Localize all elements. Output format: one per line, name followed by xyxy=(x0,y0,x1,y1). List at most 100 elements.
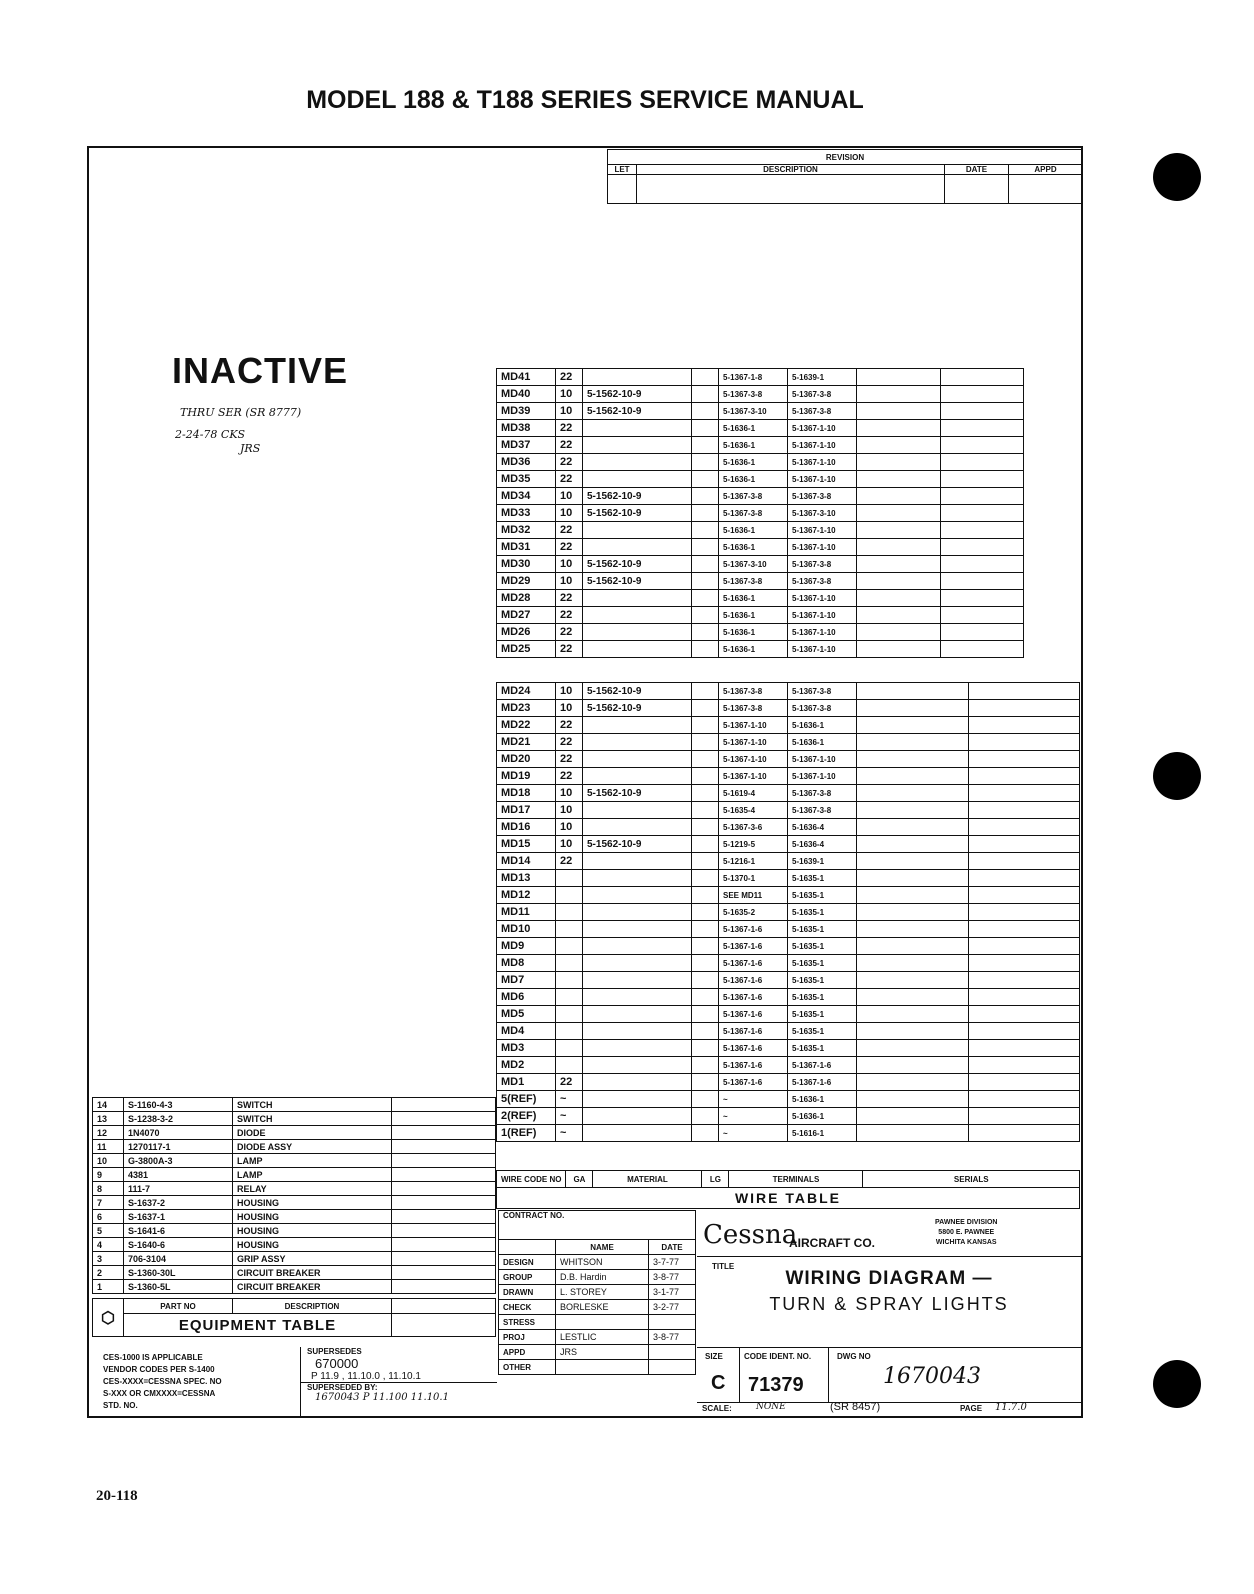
material: 5-1562-10-9 xyxy=(582,555,692,573)
header-wire-code: WIRE CODE NO xyxy=(495,1170,567,1188)
description: LAMP xyxy=(232,1167,392,1182)
blank-cell xyxy=(391,1237,496,1252)
serial-cell xyxy=(856,470,941,488)
gauge: 10 xyxy=(555,818,583,836)
part-number: S-1640-6 xyxy=(123,1237,233,1252)
wire-row: MD8 5-1367-1-6 5-1635-1 xyxy=(496,954,1080,972)
material xyxy=(582,971,692,989)
length xyxy=(691,937,719,955)
item-number: 3 xyxy=(92,1251,124,1266)
gauge: 10 xyxy=(555,504,583,522)
terminal-a: 5-1636-1 xyxy=(718,640,788,658)
drawing-number-block: SIZE C CODE IDENT. NO. 71379 DWG NO 1670… xyxy=(697,1347,1081,1403)
serial-cell xyxy=(967,988,1080,1006)
serial-cell xyxy=(856,589,941,607)
description: HOUSING xyxy=(232,1209,392,1224)
serial-cell xyxy=(856,1090,969,1108)
item-number: 5 xyxy=(92,1223,124,1238)
wire-code: MD19 xyxy=(496,767,556,785)
wire-code: MD16 xyxy=(496,818,556,836)
terminal-a: 5-1367-1-8 xyxy=(718,368,788,386)
wire-row: MD7 5-1367-1-6 5-1635-1 xyxy=(496,971,1080,989)
header-ga: GA xyxy=(565,1170,594,1188)
serial-cell xyxy=(856,1107,969,1125)
terminal-b: 5-1635-1 xyxy=(787,954,857,972)
serial-cell xyxy=(856,1073,969,1091)
wire-code: MD38 xyxy=(496,419,556,437)
signer-name: BORLESKE xyxy=(555,1299,649,1315)
serial-cell xyxy=(939,487,1024,505)
wire-code: MD7 xyxy=(496,971,556,989)
length xyxy=(691,1073,719,1091)
wire-code: MD33 xyxy=(496,504,556,522)
terminal-a: 5-1636-1 xyxy=(718,419,788,437)
serial-cell xyxy=(967,801,1080,819)
wire-row: MD14 22 5-1216-1 5-1639-1 xyxy=(496,852,1080,870)
serial-cell xyxy=(967,1005,1080,1023)
serial-cell xyxy=(967,699,1080,717)
serial-cell xyxy=(856,538,941,556)
serial-cell xyxy=(856,1005,969,1023)
terminal-b: 5-1635-1 xyxy=(787,920,857,938)
serial-cell xyxy=(856,971,969,989)
item-number: 7 xyxy=(92,1195,124,1210)
note-line: STD. NO. xyxy=(103,1401,138,1410)
wire-code: MD29 xyxy=(496,572,556,590)
terminal-a: 5-1636-1 xyxy=(718,453,788,471)
length xyxy=(691,903,719,921)
item-number: 11 xyxy=(92,1139,124,1154)
gauge xyxy=(555,869,583,887)
revision-title: REVISION xyxy=(607,149,1083,165)
terminal-a: 5-1367-3-8 xyxy=(718,699,788,717)
role: OTHER xyxy=(498,1359,556,1375)
role: DRAWN xyxy=(498,1284,556,1300)
blank-cell xyxy=(391,1167,496,1182)
length xyxy=(691,1056,719,1074)
terminal-b: 5-1639-1 xyxy=(787,368,857,386)
equipment-row: 4 S-1640-6 HOUSING xyxy=(92,1237,496,1252)
blank-cell xyxy=(391,1097,496,1112)
wire-code: MD6 xyxy=(496,988,556,1006)
terminal-a: 5-1367-3-8 xyxy=(718,385,788,403)
terminal-a: ~ xyxy=(718,1124,788,1142)
wire-code: MD36 xyxy=(496,453,556,471)
wire-row: MD23 10 5-1562-10-9 5-1367-3-8 5-1367-3-8 xyxy=(496,699,1080,717)
signer-name xyxy=(555,1359,649,1375)
terminal-b: 5-1367-1-10 xyxy=(787,470,857,488)
wire-code: 1(REF) xyxy=(496,1124,556,1142)
equipment-row: 3 706-3104 GRIP ASSY xyxy=(92,1251,496,1266)
equipment-row: 13 S-1238-3-2 SWITCH xyxy=(92,1111,496,1126)
item-number: 14 xyxy=(92,1097,124,1112)
wire-code: MD37 xyxy=(496,436,556,454)
terminal-b: 5-1367-3-8 xyxy=(787,555,857,573)
terminal-b: 5-1367-3-8 xyxy=(787,699,857,717)
serial-cell xyxy=(856,937,969,955)
serial-cell xyxy=(856,606,941,624)
supersedes-value: 670000 xyxy=(315,1356,359,1371)
length xyxy=(691,869,719,887)
equipment-table: 14 S-1160-4-3 SWITCH 13 S-1238-3-2 SWITCH 12 1N… xyxy=(92,1097,496,1294)
terminal-a: 5-1367-1-10 xyxy=(718,733,788,751)
terminal-a: 5-1636-1 xyxy=(718,521,788,539)
terminal-a: 5-1635-4 xyxy=(718,801,788,819)
serial-cell xyxy=(967,818,1080,836)
serial-cell xyxy=(856,453,941,471)
material xyxy=(582,453,692,471)
serial-cell xyxy=(967,835,1080,853)
role: CHECK xyxy=(498,1299,556,1315)
serial-cell xyxy=(939,555,1024,573)
terminal-b: 5-1635-1 xyxy=(787,869,857,887)
approval-row: DRAWN L. STOREY 3-1-77 xyxy=(498,1284,696,1300)
company-name: AIRCRAFT CO. xyxy=(789,1236,875,1250)
material xyxy=(582,869,692,887)
terminal-b: 5-1367-1-10 xyxy=(787,767,857,785)
wire-row: 1(REF) ~ ~5-1616-1 xyxy=(496,1124,1080,1142)
wire-code: MD3 xyxy=(496,1039,556,1057)
wire-row: MD32 22 5-1636-1 5-1367-1-10 xyxy=(496,521,1024,539)
serial-cell xyxy=(856,1022,969,1040)
serial-cell xyxy=(856,572,941,590)
serial-cell xyxy=(856,784,969,802)
serial-cell xyxy=(939,453,1024,471)
serial-cell xyxy=(967,767,1080,785)
wire-code: MD14 xyxy=(496,852,556,870)
